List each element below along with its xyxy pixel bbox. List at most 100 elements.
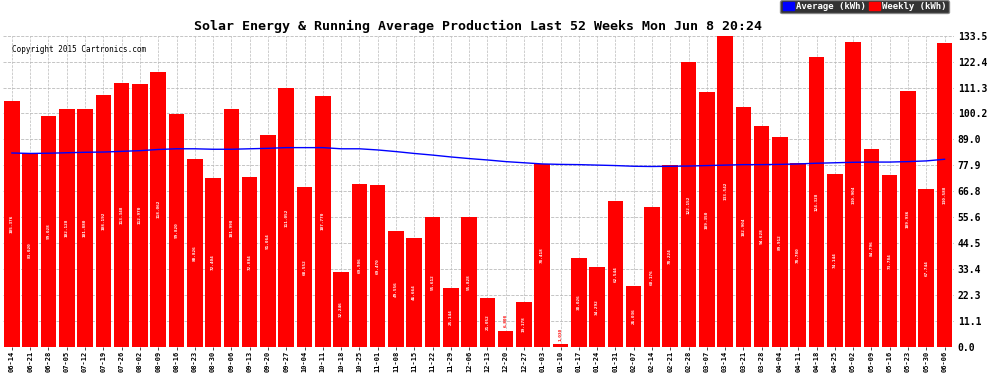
Text: 80.826: 80.826 — [193, 245, 197, 261]
Text: 78.780: 78.780 — [796, 247, 800, 263]
Bar — [900, 91, 916, 347]
Bar — [96, 95, 111, 347]
Text: 78.418: 78.418 — [541, 248, 545, 263]
Text: 108.192: 108.192 — [101, 211, 105, 230]
Bar — [59, 109, 74, 347]
Bar — [937, 43, 952, 347]
Bar — [150, 72, 166, 347]
Bar — [114, 83, 130, 347]
Text: 94.628: 94.628 — [759, 229, 763, 244]
Text: 21.052: 21.052 — [485, 314, 489, 330]
Bar — [552, 344, 568, 347]
Text: 67.744: 67.744 — [925, 260, 929, 276]
Bar — [626, 286, 642, 347]
Text: 109.350: 109.350 — [705, 210, 709, 229]
Bar — [351, 184, 367, 347]
Bar — [425, 217, 441, 347]
Bar — [681, 62, 696, 347]
Text: 19.178: 19.178 — [522, 316, 526, 332]
Text: 72.404: 72.404 — [211, 255, 215, 270]
Bar — [370, 185, 385, 347]
Bar — [863, 149, 879, 347]
Text: 122.152: 122.152 — [686, 195, 690, 214]
Legend: Average (kWh), Weekly (kWh): Average (kWh), Weekly (kWh) — [780, 0, 949, 13]
Text: 1.030: 1.030 — [558, 328, 562, 341]
Bar — [535, 164, 550, 347]
Text: 89.912: 89.912 — [778, 234, 782, 250]
Bar — [315, 96, 331, 347]
Bar — [608, 201, 623, 347]
Bar — [4, 101, 20, 347]
Text: 68.552: 68.552 — [303, 259, 307, 275]
Text: 26.036: 26.036 — [632, 309, 636, 324]
Text: 46.664: 46.664 — [412, 285, 416, 300]
Bar — [278, 88, 294, 347]
Title: Solar Energy & Running Average Production Last 52 Weeks Mon Jun 8 20:24: Solar Energy & Running Average Productio… — [194, 20, 762, 33]
Text: 25.144: 25.144 — [448, 310, 452, 326]
Text: 38.026: 38.026 — [577, 295, 581, 310]
Bar — [242, 177, 257, 347]
Text: 99.028: 99.028 — [47, 224, 50, 239]
Text: 133.542: 133.542 — [723, 182, 727, 201]
Text: 72.884: 72.884 — [248, 254, 251, 270]
Bar — [260, 135, 275, 347]
Bar — [882, 175, 898, 347]
Text: Copyright 2015 Cartronics.com: Copyright 2015 Cartronics.com — [12, 45, 147, 54]
Text: 130.904: 130.904 — [851, 185, 855, 204]
Bar — [809, 57, 825, 347]
Text: 102.904: 102.904 — [742, 218, 745, 236]
Bar — [845, 42, 861, 347]
Bar — [772, 137, 788, 347]
Bar — [205, 178, 221, 347]
Bar — [479, 298, 495, 347]
Bar — [644, 207, 659, 347]
Text: 101.880: 101.880 — [83, 219, 87, 237]
Bar — [589, 267, 605, 347]
Bar — [444, 288, 458, 347]
Bar — [754, 126, 769, 347]
Text: 55.828: 55.828 — [467, 274, 471, 290]
Text: 32.246: 32.246 — [340, 302, 344, 317]
Text: 102.128: 102.128 — [64, 219, 68, 237]
Text: 34.292: 34.292 — [595, 299, 599, 315]
Bar — [77, 110, 93, 347]
Bar — [187, 159, 203, 347]
Text: 74.144: 74.144 — [833, 253, 837, 268]
Text: 112.970: 112.970 — [138, 206, 142, 224]
Text: 99.820: 99.820 — [174, 223, 178, 238]
Bar — [224, 109, 240, 347]
Text: 124.328: 124.328 — [815, 193, 819, 211]
Bar — [334, 272, 348, 347]
Text: 107.770: 107.770 — [321, 212, 325, 231]
Bar — [827, 174, 842, 347]
Text: 60.176: 60.176 — [650, 269, 654, 285]
Bar — [41, 116, 56, 347]
Bar — [919, 189, 934, 347]
Bar — [297, 187, 312, 347]
Text: 109.936: 109.936 — [906, 210, 910, 228]
Text: 69.906: 69.906 — [357, 258, 361, 273]
Text: 78.224: 78.224 — [668, 248, 672, 264]
Bar — [407, 238, 422, 347]
Text: 73.784: 73.784 — [888, 253, 892, 269]
Text: 62.544: 62.544 — [614, 266, 618, 282]
Text: 55.612: 55.612 — [431, 274, 435, 290]
Text: 49.556: 49.556 — [394, 281, 398, 297]
Bar — [498, 331, 514, 347]
Text: 113.348: 113.348 — [120, 206, 124, 224]
Text: 6.808: 6.808 — [504, 314, 508, 327]
Text: 111.052: 111.052 — [284, 208, 288, 226]
Text: 83.020: 83.020 — [28, 242, 33, 258]
Text: 84.796: 84.796 — [869, 240, 873, 256]
Text: 101.998: 101.998 — [230, 219, 234, 237]
Bar — [132, 84, 148, 347]
Bar — [388, 231, 404, 347]
Bar — [790, 163, 806, 347]
Bar — [571, 258, 587, 347]
Bar — [736, 107, 751, 347]
Bar — [699, 92, 715, 347]
Bar — [662, 165, 678, 347]
Bar — [516, 302, 532, 347]
Bar — [461, 217, 477, 347]
Bar — [718, 36, 733, 347]
